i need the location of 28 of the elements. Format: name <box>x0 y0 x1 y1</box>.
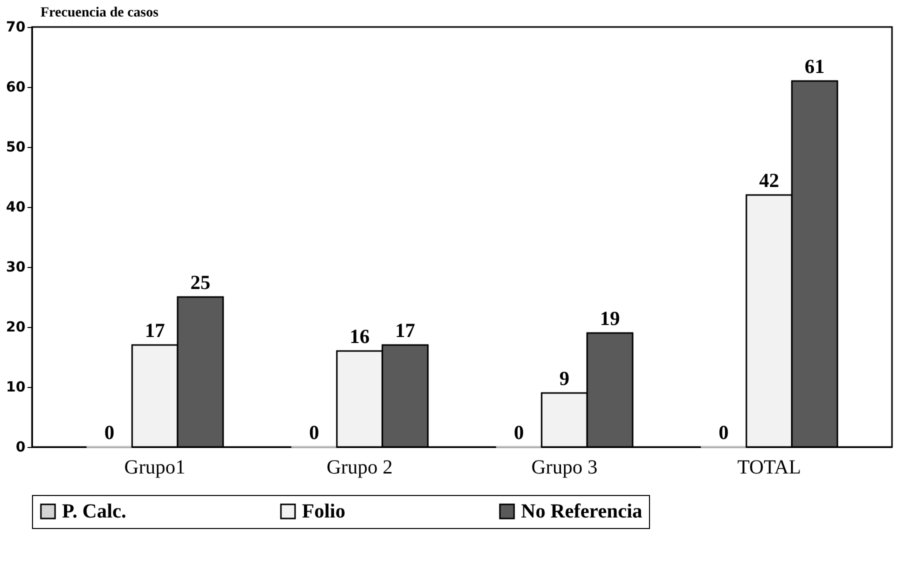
data-label: 61 <box>804 56 825 78</box>
y-axis-title: Frecuencia de casos <box>40 6 159 20</box>
legend-label: P. Calc. <box>62 500 126 522</box>
data-label: 17 <box>144 320 165 342</box>
data-label: 19 <box>600 308 620 330</box>
data-label: 42 <box>759 170 780 192</box>
legend-label: No Referencia <box>521 500 642 522</box>
data-label: 0 <box>718 422 729 444</box>
y-tick-label: 20 <box>6 320 26 336</box>
x-tick-label: TOTAL <box>737 456 801 478</box>
y-tick-label: 50 <box>6 140 26 156</box>
x-tick-label: Grupo 2 <box>326 456 393 478</box>
data-label: 0 <box>309 422 320 444</box>
y-tick-label: 30 <box>6 260 26 276</box>
data-label: 0 <box>104 422 114 444</box>
legend-label: Folio <box>302 500 346 522</box>
data-label: 17 <box>395 320 416 342</box>
x-tick-label: Grupo 3 <box>531 456 598 478</box>
y-tick-label: 10 <box>6 380 26 396</box>
x-tick-label: Grupo1 <box>124 456 186 478</box>
data-label: 0 <box>514 422 524 444</box>
data-label: 9 <box>559 368 570 390</box>
data-label: 16 <box>350 326 370 348</box>
y-tick-label: 40 <box>6 200 26 216</box>
y-tick-label: 70 <box>6 20 26 36</box>
y-tick-label: 60 <box>6 80 26 96</box>
y-tick-label: 0 <box>16 440 26 456</box>
data-label: 25 <box>190 272 210 294</box>
